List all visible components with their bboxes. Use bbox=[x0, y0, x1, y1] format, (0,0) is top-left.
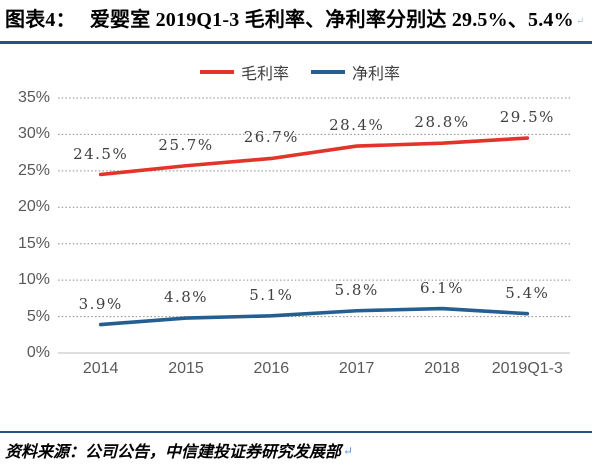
legend-item-net-margin: 净利率 bbox=[311, 60, 400, 84]
x-axis-tick-label: 2019Q1-3 bbox=[491, 360, 563, 377]
y-axis-tick-label: 5% bbox=[26, 307, 50, 325]
series-line-gross-margin bbox=[98, 136, 530, 177]
title-divider-rule bbox=[0, 41, 592, 44]
figure-title-text: 爱婴室 2019Q1-3 毛利率、净利率分别达 29.5%、5.4% bbox=[89, 9, 574, 31]
y-axis-tick-label: 0% bbox=[26, 344, 50, 361]
y-axis-tick-label: 10% bbox=[17, 271, 50, 289]
return-mark-icon: ↵ bbox=[575, 16, 585, 27]
y-axis-tick-label: 25% bbox=[17, 161, 50, 179]
figure-title: 图表4： 爱婴室 2019Q1-3 毛利率、净利率分别达 29.5%、5.4% ↵ bbox=[5, 7, 597, 35]
y-axis-tick-label: 15% bbox=[17, 234, 50, 252]
y-axis-tick-label: 30% bbox=[17, 125, 50, 143]
footer-divider-rule bbox=[0, 431, 592, 433]
y-axis-tick-label: 20% bbox=[17, 198, 50, 216]
x-axis-tick-label: 2016 bbox=[253, 360, 290, 377]
y-axis-tick-label: 35% bbox=[17, 89, 50, 106]
data-label-net-margin: 5.4% bbox=[505, 283, 550, 302]
x-axis-tick-label: 2014 bbox=[82, 360, 119, 377]
legend-label-net-margin: 净利率 bbox=[352, 66, 401, 83]
data-label-net-margin: 6.1% bbox=[419, 278, 465, 297]
data-label-gross-margin: 25.7% bbox=[158, 135, 214, 154]
data-label-gross-margin: 28.4% bbox=[329, 116, 385, 135]
data-label-gross-margin: 28.8% bbox=[414, 113, 470, 132]
data-label-net-margin: 3.9% bbox=[78, 294, 123, 313]
figure-number-label: 图表4： bbox=[5, 9, 76, 31]
legend-swatch-net-margin bbox=[311, 70, 345, 74]
data-label-gross-margin: 29.5% bbox=[499, 108, 555, 127]
x-axis-tick-label: 2018 bbox=[424, 360, 460, 377]
data-label-gross-margin: 24.5% bbox=[73, 144, 129, 163]
chart-legend: 毛利率 净利率 bbox=[0, 60, 600, 84]
source-text: 资料来源：公司公告，中信建投证券研究发展部 bbox=[5, 444, 342, 461]
source-line: 资料来源：公司公告，中信建投证券研究发展部 ↵ bbox=[5, 440, 597, 464]
series-line-net-margin bbox=[98, 306, 530, 327]
data-label-gross-margin: 26.7% bbox=[243, 128, 299, 147]
data-label-net-margin: 4.8% bbox=[163, 288, 209, 307]
return-mark-icon: ↵ bbox=[343, 444, 354, 458]
data-label-net-margin: 5.8% bbox=[334, 280, 379, 299]
x-axis-tick-label: 2015 bbox=[168, 360, 204, 377]
legend-item-gross-margin: 毛利率 bbox=[199, 60, 289, 84]
data-label-net-margin: 5.1% bbox=[249, 285, 294, 304]
x-axis-tick-label: 2017 bbox=[338, 360, 375, 377]
legend-swatch-gross-margin bbox=[199, 70, 234, 74]
legend-label-gross-margin: 毛利率 bbox=[240, 66, 289, 83]
